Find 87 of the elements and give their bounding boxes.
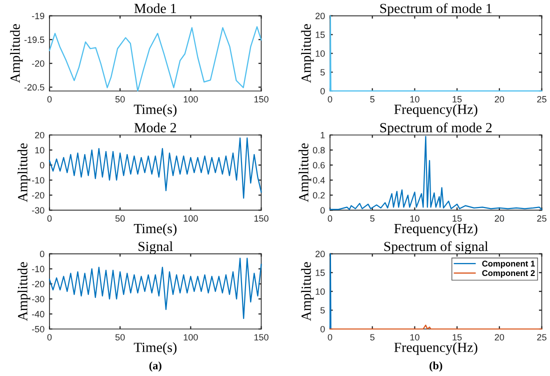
y-tick-label: 10 <box>316 288 325 295</box>
x-tick-label: 15 <box>452 215 462 222</box>
x-tick-label: 0 <box>47 96 52 102</box>
chart-title: Mode 1 <box>134 3 176 14</box>
legend-label: Component 1 <box>482 260 535 268</box>
y-tick-label: -10 <box>32 177 44 184</box>
y-tick-label: 15 <box>316 32 325 38</box>
y-tick-label: 0.8 <box>312 146 325 154</box>
y-tick-label: -10 <box>32 266 44 272</box>
y-axis-title: Amplitude <box>18 143 30 202</box>
y-tick-label: 0.6 <box>312 162 325 168</box>
legend-label: Component 2 <box>482 270 535 278</box>
x-tick-label: 5 <box>370 215 374 222</box>
x-axis-title: Frequency(Hz) <box>394 342 478 355</box>
x-tick-label: 25 <box>537 215 546 222</box>
chart-title: Spectrum of signal <box>384 241 488 254</box>
y-tick-label: -20 <box>32 60 44 67</box>
y-tick-label: 0 <box>40 162 44 168</box>
x-tick-label: 0 <box>328 215 332 222</box>
y-tick-label: 0 <box>320 88 325 94</box>
x-tick-label: 150 <box>254 96 268 102</box>
y-tick-label: -20 <box>32 280 44 288</box>
chart-title: Spectrum of mode 2 <box>380 122 492 136</box>
x-axis-title: Frequency(Hz) <box>394 104 478 117</box>
x-tick-label: 150 <box>254 334 268 340</box>
y-tick-label: -19.5 <box>24 36 44 43</box>
y-tick-label: -30 <box>32 207 44 214</box>
y-tick-label: 10 <box>35 146 44 154</box>
y-axis-title: Amplitude <box>298 143 312 202</box>
x-tick-label: 20 <box>494 215 504 222</box>
chart-title: Signal <box>138 241 173 254</box>
x-axis-title: Time(s) <box>134 342 177 355</box>
text: (a) <box>149 362 162 372</box>
y-axis-title: Amplitude <box>10 24 23 83</box>
y-tick-label: -20 <box>32 192 44 199</box>
x-tick-label: 10 <box>410 215 420 222</box>
x-tick-label: 10 <box>410 96 420 102</box>
y-tick-label: -20.5 <box>24 84 44 91</box>
x-tick-label: 15 <box>452 334 462 340</box>
x-tick-label: 20 <box>494 334 504 340</box>
y-tick-label: 0.2 <box>312 192 325 199</box>
x-tick-label: 10 <box>410 334 420 340</box>
line-series <box>329 136 542 210</box>
x-axis-title: Time(s) <box>134 104 177 117</box>
y-tick-label: 10 <box>316 50 325 57</box>
y-axis-title: Amplitude <box>301 24 314 83</box>
chart-title: Mode 2 <box>134 122 176 132</box>
x-tick-label: 50 <box>115 215 125 222</box>
x-tick-label: 0 <box>328 334 332 340</box>
y-tick-label: 5 <box>320 307 325 314</box>
y-tick-label: -19 <box>32 12 44 20</box>
y-tick-label: -50 <box>32 326 44 332</box>
x-tick-label: 0 <box>47 215 52 222</box>
x-tick-label: 25 <box>537 96 546 102</box>
x-tick-label: 25 <box>537 334 546 340</box>
y-tick-label: 20 <box>316 12 325 20</box>
y-tick-label: -40 <box>32 310 44 318</box>
x-tick-label: 5 <box>370 334 374 340</box>
x-tick-label: 15 <box>452 96 462 102</box>
x-tick-label: 50 <box>115 96 125 102</box>
y-tick-label: 15 <box>316 270 325 276</box>
y-axis-title: Amplitude <box>301 262 314 321</box>
y-tick-label: 0.4 <box>312 177 325 184</box>
x-tick-label: 100 <box>184 334 198 340</box>
x-tick-label: 5 <box>370 96 374 102</box>
x-tick-label: 100 <box>184 215 198 222</box>
y-tick-label: -30 <box>32 296 44 302</box>
text: (b) <box>430 362 442 372</box>
chart-title: Spectrum of mode 1 <box>380 3 492 16</box>
x-tick-label: 150 <box>254 215 268 222</box>
y-tick-label: 5 <box>320 69 325 76</box>
y-tick-label: 20 <box>35 132 44 138</box>
x-tick-label: 0 <box>47 334 52 340</box>
x-axis-title: Time(s) <box>134 223 177 236</box>
y-tick-label: 0 <box>40 250 44 258</box>
y-tick-label: 1 <box>320 132 325 138</box>
x-tick-label: 100 <box>184 96 198 102</box>
x-tick-label: 0 <box>328 96 332 102</box>
line-series <box>48 258 262 320</box>
y-tick-label: 0 <box>320 207 325 214</box>
x-axis-title: Frequency(Hz) <box>394 223 478 236</box>
y-axis-title: Amplitude <box>18 262 30 321</box>
line-series <box>48 137 262 199</box>
y-tick-label: 20 <box>316 250 325 258</box>
x-tick-label: 20 <box>494 96 504 102</box>
y-tick-label: 0 <box>320 326 325 332</box>
x-tick-label: 50 <box>115 334 125 340</box>
